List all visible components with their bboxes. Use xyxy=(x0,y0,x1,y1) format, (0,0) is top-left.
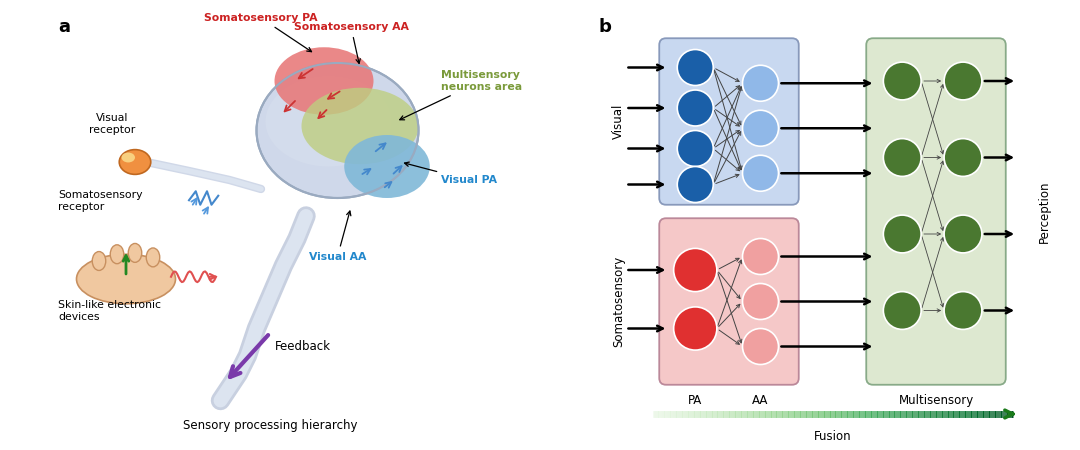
Ellipse shape xyxy=(266,76,392,166)
Ellipse shape xyxy=(345,135,430,198)
Text: Multisensory
neurons area: Multisensory neurons area xyxy=(400,70,522,120)
Ellipse shape xyxy=(92,252,106,270)
Ellipse shape xyxy=(77,254,175,304)
Text: a: a xyxy=(58,18,70,36)
Text: Perception: Perception xyxy=(1038,180,1051,243)
Circle shape xyxy=(743,110,779,146)
Circle shape xyxy=(883,62,921,100)
Text: Sensory processing hierarchy: Sensory processing hierarchy xyxy=(183,419,357,432)
Circle shape xyxy=(674,307,717,350)
Circle shape xyxy=(677,50,713,86)
Text: Visual
receptor: Visual receptor xyxy=(90,113,136,135)
FancyBboxPatch shape xyxy=(866,38,1005,385)
Text: b: b xyxy=(598,18,611,36)
Text: PA: PA xyxy=(688,394,702,407)
Circle shape xyxy=(677,166,713,202)
Circle shape xyxy=(883,215,921,253)
Circle shape xyxy=(944,139,982,176)
Ellipse shape xyxy=(301,88,419,164)
Circle shape xyxy=(944,62,982,100)
Text: Skin-like electronic
devices: Skin-like electronic devices xyxy=(58,300,162,322)
Text: Feedback: Feedback xyxy=(274,340,330,353)
Text: Somatosensory AA: Somatosensory AA xyxy=(294,22,408,63)
Text: Somatosensory
receptor: Somatosensory receptor xyxy=(58,190,143,212)
Ellipse shape xyxy=(129,243,141,262)
Text: Somatosensory: Somatosensory xyxy=(612,256,625,347)
Circle shape xyxy=(674,248,717,292)
Circle shape xyxy=(743,328,779,364)
Circle shape xyxy=(883,292,921,329)
Circle shape xyxy=(743,65,779,101)
Circle shape xyxy=(944,292,982,329)
FancyBboxPatch shape xyxy=(659,218,799,385)
Text: Visual AA: Visual AA xyxy=(309,211,366,261)
Text: Fusion: Fusion xyxy=(813,430,851,443)
Circle shape xyxy=(743,284,779,320)
Text: Somatosensory PA: Somatosensory PA xyxy=(204,13,318,52)
Text: Visual: Visual xyxy=(612,104,625,139)
Text: AA: AA xyxy=(753,394,769,407)
Circle shape xyxy=(883,139,921,176)
Circle shape xyxy=(743,155,779,191)
Circle shape xyxy=(677,90,713,126)
Circle shape xyxy=(944,215,982,253)
Ellipse shape xyxy=(110,245,124,264)
Ellipse shape xyxy=(257,63,419,198)
Text: Visual PA: Visual PA xyxy=(405,162,497,185)
FancyBboxPatch shape xyxy=(659,38,799,205)
Circle shape xyxy=(677,130,713,166)
Ellipse shape xyxy=(146,248,160,267)
Text: Multisensory: Multisensory xyxy=(899,394,974,407)
Ellipse shape xyxy=(121,153,135,162)
Circle shape xyxy=(743,238,779,274)
Ellipse shape xyxy=(119,149,151,174)
Ellipse shape xyxy=(274,47,374,115)
